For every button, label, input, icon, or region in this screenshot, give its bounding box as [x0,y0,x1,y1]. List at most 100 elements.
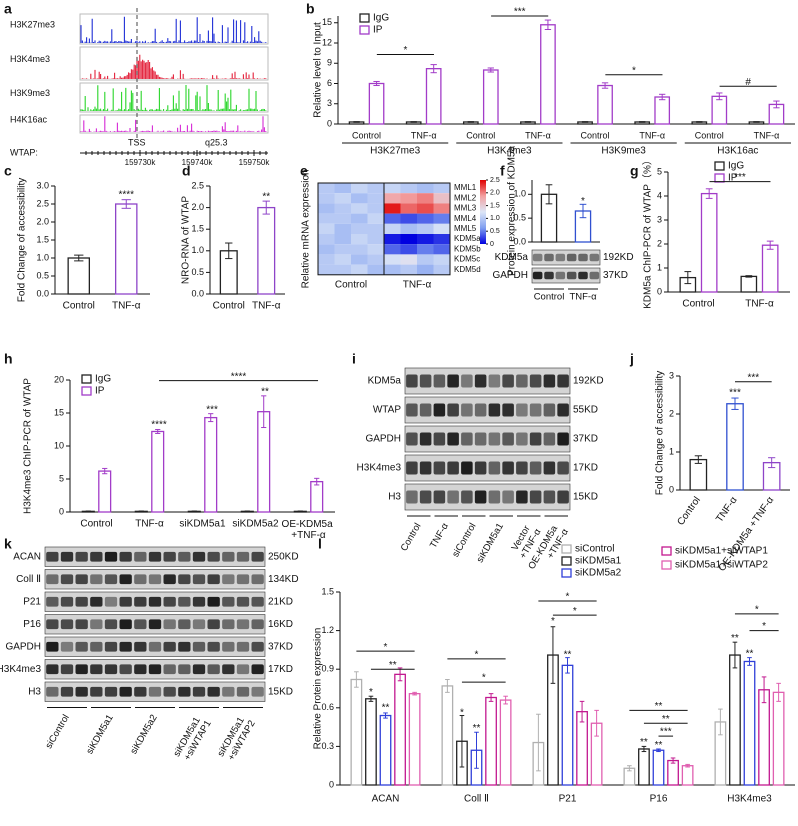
blot-band [557,432,569,446]
y-tick-label: 0.5 [36,270,49,280]
significance-label: * [369,687,373,698]
error-bar [536,713,541,772]
blot-band [90,551,103,562]
bar [485,696,497,786]
error-bar [503,695,508,705]
error-bar [353,121,360,123]
bar [561,664,574,786]
blot-band [148,619,162,630]
error-bar [102,467,108,475]
blot-band [163,619,176,630]
bar [772,691,785,786]
error-bar [641,745,647,753]
blot-band [236,641,250,652]
heatmap-cell [400,193,417,204]
x-tick-label: TNF-α [112,301,141,312]
blot-band [557,403,569,417]
y-tick-label: 5 [59,473,64,483]
blot-band [148,596,162,607]
blot-band [163,641,176,652]
row-label: KDM5a [454,234,481,243]
bar [310,480,324,513]
significance-label: ** [640,737,648,748]
blot-band [589,253,600,262]
blot-band [433,374,446,388]
blot-band [119,574,132,585]
significance-label: * [762,621,766,632]
blot-band [75,596,88,607]
x-tick-label: TNF-α [714,495,740,525]
error-bar [579,203,587,219]
significance-label: *** [734,172,746,183]
y-tick-label: 1.5 [36,234,49,244]
error-bar [314,477,320,486]
heatmap-cell [433,244,450,255]
bar [681,765,694,786]
error-bar [768,457,776,469]
blot-band [236,686,250,697]
panel-label: i [352,351,356,367]
lane-label: siKDM5a1 [475,521,506,564]
y-tick-label: 1.5 [191,224,204,234]
bar [761,244,779,293]
blot-band [90,574,103,585]
blot-band [543,374,556,388]
blot-strip [404,396,571,424]
y-tick-label: 0 [327,118,332,128]
heatmap-cell [400,234,417,245]
blot-band [557,461,569,475]
error-bar [373,80,380,87]
blot-band [474,432,487,446]
blot-band [104,619,118,630]
blot-band [60,574,74,585]
blot-band [119,641,132,652]
x-tick-label: Control [466,130,495,140]
heatmap-cell [400,213,417,224]
y-tick-label: 3 [669,370,674,380]
row-label: KDM5b [454,244,481,253]
bar [98,470,112,513]
heatmap-cell [433,234,450,245]
blot-band [447,490,459,504]
y-tick-label: 0 [329,779,334,789]
blot-band [46,574,59,585]
x-tick-label: Control [80,519,112,530]
significance-label: *** [514,7,526,18]
x-tick-label: Control [352,130,381,140]
error-bar [696,121,703,123]
blot-band [222,551,235,562]
band-label: q25.3 [205,137,228,147]
group-label: H3K9me3 [601,146,646,157]
blot-band [251,664,264,675]
blot-band [578,271,588,280]
x-tick-label: Control [63,301,95,312]
bar [654,96,671,125]
blot-band [119,664,132,675]
track-signal [80,85,267,111]
legend-swatch [561,544,572,554]
blot-band [578,253,588,262]
legend-label: IgG [373,13,389,24]
legend-swatch [81,374,92,384]
y-tick-label: 1.5 [321,586,334,596]
blot-band [134,686,147,697]
y-tick-label: 12 [322,37,332,47]
error-bar [459,715,465,768]
legend-swatch [359,13,370,23]
blot-band [544,253,554,262]
heatmap-cell [318,234,335,245]
row-label: MML5 [454,224,477,233]
heatmap-cell [351,244,368,255]
x-tick-label: P16 [650,794,668,805]
blot-band [60,686,74,697]
blot-band [447,432,459,446]
blot-band [222,619,235,630]
error-bar [545,184,553,205]
blot-band [104,686,118,697]
error-bar [716,92,723,101]
panel-label: a [4,1,12,17]
error-bar [430,64,437,74]
y-tick-label: 0.9 [321,664,334,674]
blot-band [207,596,220,607]
blot-band [75,641,88,652]
